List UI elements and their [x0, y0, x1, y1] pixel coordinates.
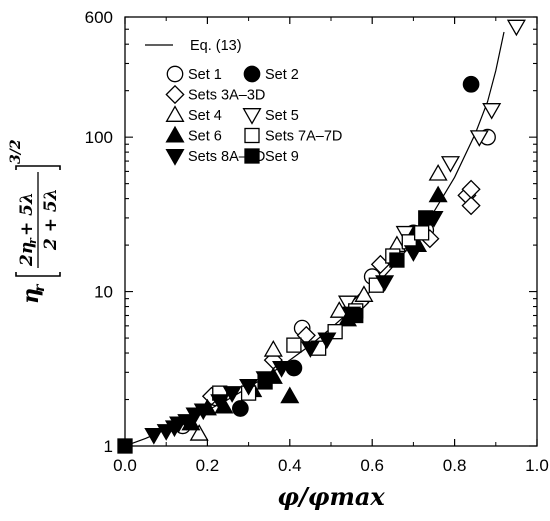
ylabel-bracket-right [15, 165, 61, 170]
ylabel-eta-sub: r [32, 283, 48, 292]
legend-label: Set 1 [188, 67, 222, 83]
ylabel-denominator: 2 + 5λ [41, 188, 61, 251]
x-axis-label: φ/φmax [277, 482, 385, 511]
data-point [189, 424, 209, 441]
legend-marker [165, 105, 185, 122]
data-point [469, 130, 489, 147]
legend-label: Eq. (13) [190, 38, 242, 54]
legend-label: Set 5 [265, 108, 299, 124]
data-point [395, 225, 415, 243]
ylabel-exponent: 3/2 [8, 139, 24, 164]
data-point [272, 361, 292, 378]
x-tick-label: 1.0 [525, 456, 549, 475]
x-tick-label: 0.0 [113, 456, 137, 475]
ylabel-numerator-rest: + 5λ [17, 192, 37, 236]
x-tick-label: 0.6 [360, 456, 384, 475]
legend-marker [165, 149, 185, 166]
x-tick-label: 0.2 [196, 456, 220, 475]
legend-label: Set 9 [265, 149, 299, 165]
y-tick-label: 600 [85, 8, 113, 27]
data-point [286, 337, 302, 353]
data-point [329, 301, 349, 318]
data-point [375, 275, 395, 292]
data-point [462, 75, 480, 93]
data-point [354, 285, 374, 302]
legend-label: Set 6 [188, 129, 222, 145]
data-point [440, 156, 461, 173]
data-point [177, 414, 197, 431]
legend-marker [244, 127, 260, 144]
legend-marker [244, 148, 260, 164]
legend-marker [165, 84, 185, 105]
series-sets-8a-8d [144, 210, 444, 445]
data-point [428, 163, 448, 181]
data-point [413, 225, 430, 241]
legend-label: Set 4 [188, 108, 222, 124]
legend-label: Sets 3A–3D [188, 88, 265, 104]
data-point [144, 427, 164, 445]
axes: 0.0 0.2 0.4 0.6 0.8 1.0 1 10 100 600 [85, 8, 549, 475]
x-tick-label: 0.4 [278, 456, 302, 475]
data-point [348, 307, 364, 324]
series-set-5 [337, 19, 526, 313]
ylabel-eta: η [18, 288, 44, 304]
series-set-4 [189, 163, 448, 441]
legend-marker [166, 65, 184, 83]
data-point [193, 403, 213, 421]
legend-marker [165, 125, 185, 143]
data-point [482, 103, 502, 120]
x-tick-label: 0.8 [443, 456, 467, 475]
series-set-9 [117, 210, 434, 454]
data-point [389, 252, 405, 268]
legend-label: Set 2 [265, 67, 299, 83]
y-tick-label: 10 [94, 283, 113, 302]
y-tick-label: 100 [85, 128, 113, 147]
data-point [257, 374, 273, 390]
ylabel-numerator-sub: r [26, 237, 39, 244]
data-point [403, 245, 423, 262]
points-layer [117, 19, 526, 454]
data-point [210, 394, 230, 411]
legend-marker [243, 65, 261, 83]
data-point [263, 340, 283, 357]
data-point [117, 438, 133, 454]
data-point [506, 19, 526, 37]
ylabel-bracket-left [15, 272, 61, 277]
data-point [232, 400, 249, 417]
ylabel-numerator: 2η [17, 242, 37, 267]
data-point [461, 196, 481, 216]
legend-marker [242, 108, 262, 125]
data-point [280, 386, 300, 404]
legend-label: Sets 7A–7D [265, 129, 342, 145]
series-sets-7a-7d [212, 225, 430, 401]
y-tick-label: 1 [104, 437, 113, 456]
data-point [461, 179, 481, 199]
data-point [239, 378, 259, 396]
data-point [428, 185, 448, 203]
data-point [300, 341, 320, 358]
data-point [317, 332, 337, 350]
data-point [222, 386, 242, 403]
data-point [418, 210, 434, 226]
